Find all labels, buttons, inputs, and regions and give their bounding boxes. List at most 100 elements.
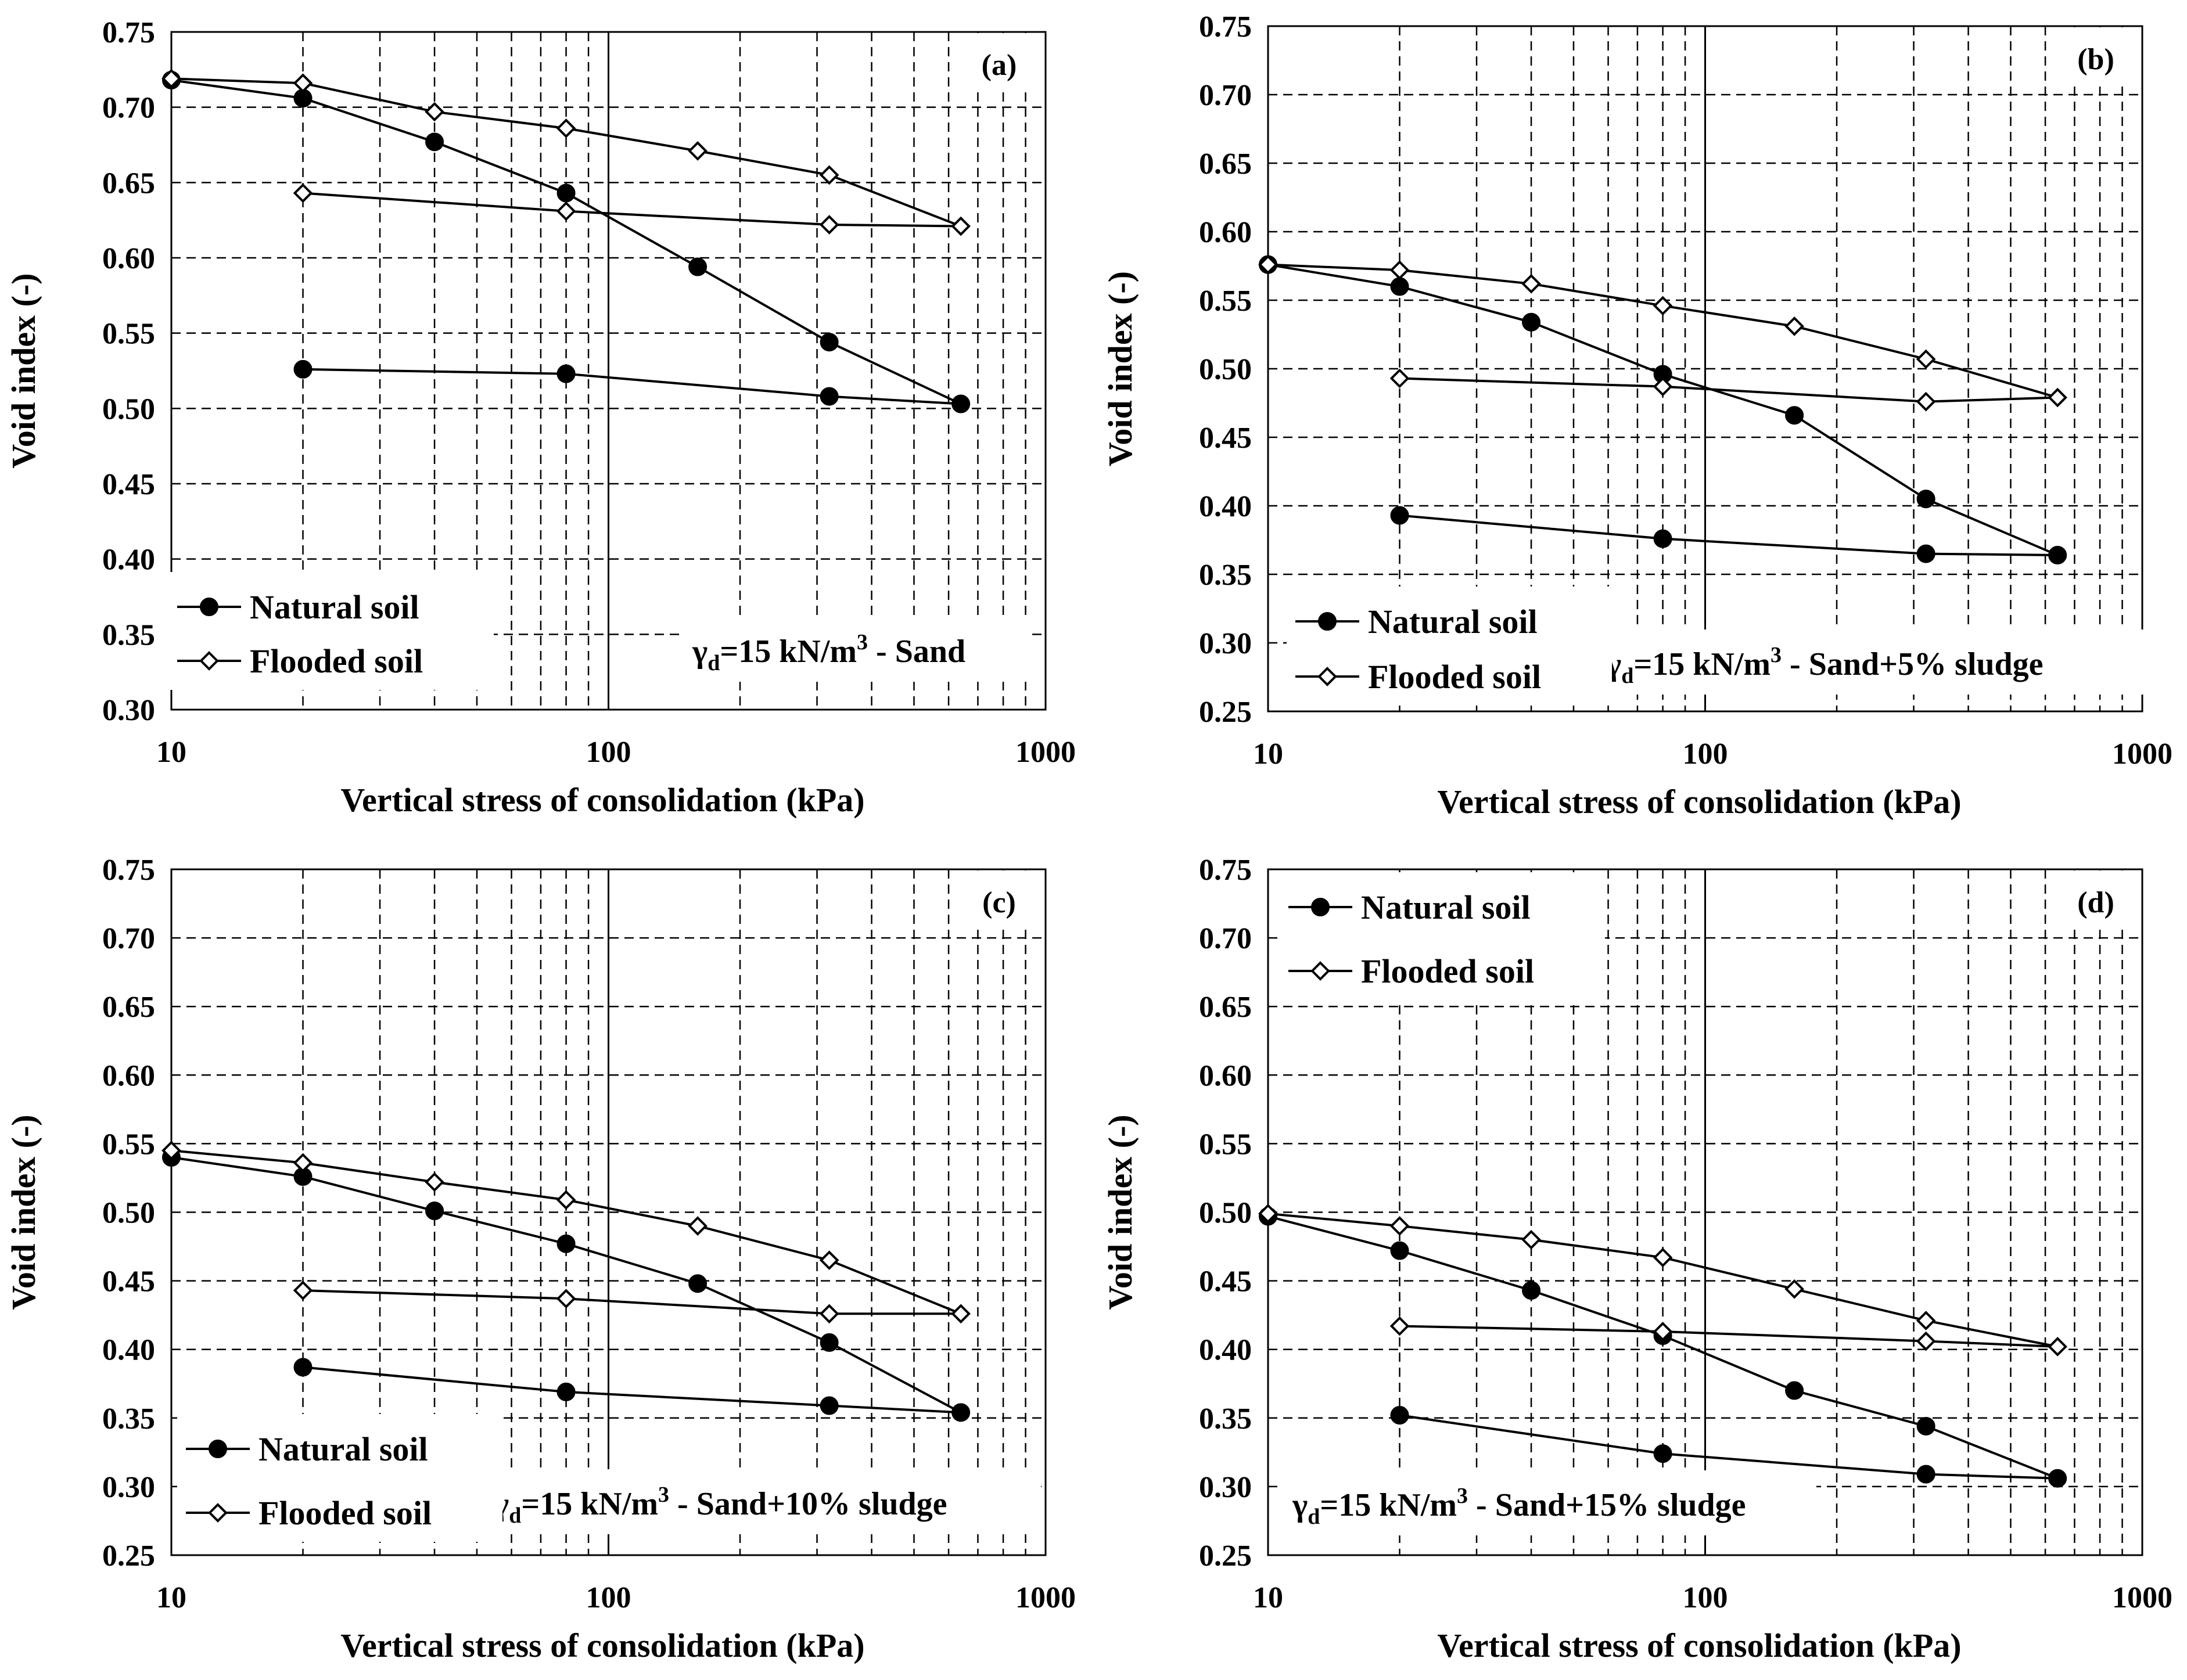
data-point-natural-soil	[951, 394, 971, 413]
y-tick-label: 0.70	[102, 922, 155, 955]
y-tick-label: 0.30	[102, 694, 155, 727]
data-point-natural-soil	[1916, 1416, 1935, 1436]
panel-label-background	[964, 33, 1034, 91]
legend-background	[1287, 587, 1612, 706]
annotation-gamma: γ	[692, 634, 708, 670]
annotation-superscript: 3	[658, 1483, 669, 1507]
y-tick-label: 0.60	[1199, 216, 1252, 249]
data-point-natural-soil	[293, 1358, 313, 1377]
data-point-flooded-soil	[1784, 1279, 1804, 1299]
y-tick-label: 0.55	[102, 318, 155, 351]
panel-b-annotation: γd=15 kN/m3 - Sand+5% sludge	[1606, 643, 2044, 688]
data-point-flooded-soil	[161, 69, 181, 89]
y-axis-title: Void index (-)	[5, 1114, 42, 1310]
panel-label-background	[2061, 870, 2131, 929]
y-tick-label: 0.45	[1199, 1265, 1252, 1298]
legend-item-flooded-soil: Flooded soil	[186, 1494, 432, 1532]
y-tick-label: 0.35	[102, 618, 155, 652]
x-axis-title: Vertical stress of consolidation (kPa)	[1437, 783, 1961, 821]
legend-item-flooded-soil: Flooded soil	[1288, 952, 1534, 990]
y-tick-label: 0.45	[102, 1265, 155, 1298]
data-point-flooded-soil	[425, 102, 444, 122]
panel-label-background	[2061, 27, 2131, 85]
y-tick-label: 0.75	[1199, 854, 1252, 887]
legend-background	[168, 572, 494, 690]
legend-marker	[1311, 898, 1330, 916]
data-point-flooded-soil	[2048, 387, 2067, 408]
x-axis-title: Vertical stress of consolidation (kPa)	[340, 781, 864, 819]
data-point-natural-soil	[1916, 544, 1935, 563]
data-point-natural-soil	[1390, 1241, 1409, 1260]
x-tick-label: 1000	[1015, 1581, 1076, 1614]
data-point-natural-soil	[1522, 312, 1541, 332]
y-tick-label: 0.65	[102, 167, 155, 200]
data-point-flooded-soil	[293, 73, 313, 93]
data-point-flooded-soil	[556, 118, 576, 138]
x-tick-label: 10	[156, 1581, 186, 1614]
y-tick-label: 0.55	[1199, 285, 1252, 318]
y-tick-label: 0.60	[1199, 1059, 1252, 1092]
panel-label: (a)	[982, 49, 1017, 82]
plot-area	[1267, 25, 2143, 713]
panel-d-annotation: γd=15 kN/m3 - Sand+15% sludge	[1292, 1484, 1746, 1529]
series-line-flooded-soil	[1267, 1212, 2058, 1348]
y-tick-label: 0.30	[102, 1471, 155, 1504]
y-tick-label: 0.65	[1199, 148, 1252, 181]
data-point-flooded-soil	[1389, 368, 1410, 388]
y-tick-label: 0.35	[102, 1402, 155, 1436]
data-point-flooded-soil	[819, 215, 839, 235]
y-tick-label: 0.25	[102, 1539, 155, 1573]
data-point-natural-soil	[1390, 506, 1409, 525]
panel-label: (d)	[2077, 886, 2114, 919]
annotation-subscript: d	[1621, 664, 1633, 688]
data-point-flooded-soil	[1389, 1216, 1410, 1236]
x-axis-title: Vertical stress of consolidation (kPa)	[340, 1627, 864, 1664]
legend-item-natural-soil: Natural soil	[177, 588, 419, 626]
y-tick-label: 0.65	[102, 991, 155, 1024]
panel-b: 0.25 0.30 0.35 0.40 0.45 0.50 0.55 0.60 0.65 0.70…	[1101, 10, 2172, 821]
series-line-natural-soil	[1267, 263, 2058, 556]
data-point-flooded-soil	[293, 183, 313, 203]
data-point-natural-soil	[1916, 1465, 1935, 1484]
y-tick-label: 0.70	[1199, 79, 1252, 112]
x-tick-label: 1000	[2112, 738, 2172, 771]
data-point-flooded-soil	[1389, 1316, 1410, 1336]
annotation-text: =15 kN/m	[1633, 646, 1771, 682]
data-point-natural-soil	[688, 257, 708, 276]
series-line-natural-soil	[1267, 1215, 2058, 1480]
data-point-flooded-soil	[2048, 1337, 2067, 1357]
x-tick-label: 100	[586, 1581, 631, 1614]
legend-label: Flooded soil	[1361, 952, 1534, 990]
x-tick-label: 1000	[2112, 1581, 2172, 1614]
legend-label: Flooded soil	[1368, 658, 1541, 696]
legend-item-natural-soil: Natural soil	[1295, 603, 1538, 641]
panel-a: 0.30 0.35 0.40 0.45 0.50 0.55 0.60 0.65 0.70 0.75…	[5, 16, 1076, 819]
x-tick-label: 10	[156, 736, 186, 769]
annotation-text: - Sand+15% sludge	[1468, 1487, 1746, 1523]
data-point-flooded-soil	[1653, 296, 1673, 316]
data-point-flooded-soil	[819, 1304, 839, 1324]
annotation-background	[682, 617, 1030, 682]
data-point-flooded-soil	[1521, 274, 1541, 294]
legend-background	[177, 1414, 502, 1542]
data-point-flooded-soil	[556, 201, 576, 221]
annotation-subscript: d	[708, 651, 720, 675]
annotation-text: =15 kN/m	[720, 634, 857, 670]
legend-item-flooded-soil: Flooded soil	[177, 642, 423, 680]
data-point-natural-soil	[1653, 529, 1672, 548]
data-point-flooded-soil	[1653, 376, 1673, 397]
y-tick-label: 0.75	[1199, 10, 1252, 44]
y-tick-label: 0.40	[102, 544, 155, 577]
y-axis-title: Void index (-)	[1101, 1114, 1139, 1310]
data-point-natural-soil	[556, 364, 576, 383]
data-point-natural-soil	[556, 184, 576, 203]
data-point-flooded-soil	[556, 1190, 576, 1210]
data-point-flooded-soil	[819, 1250, 839, 1270]
data-point-flooded-soil	[1653, 1247, 1673, 1268]
y-tick-label: 0.70	[1199, 922, 1252, 955]
data-point-natural-soil	[425, 1201, 444, 1221]
legend-item-natural-soil: Natural soil	[186, 1430, 428, 1468]
y-tick-label: 0.40	[1199, 490, 1252, 523]
annotation-subscript: d	[509, 1503, 521, 1528]
x-tick-label: 10	[1253, 1581, 1283, 1614]
